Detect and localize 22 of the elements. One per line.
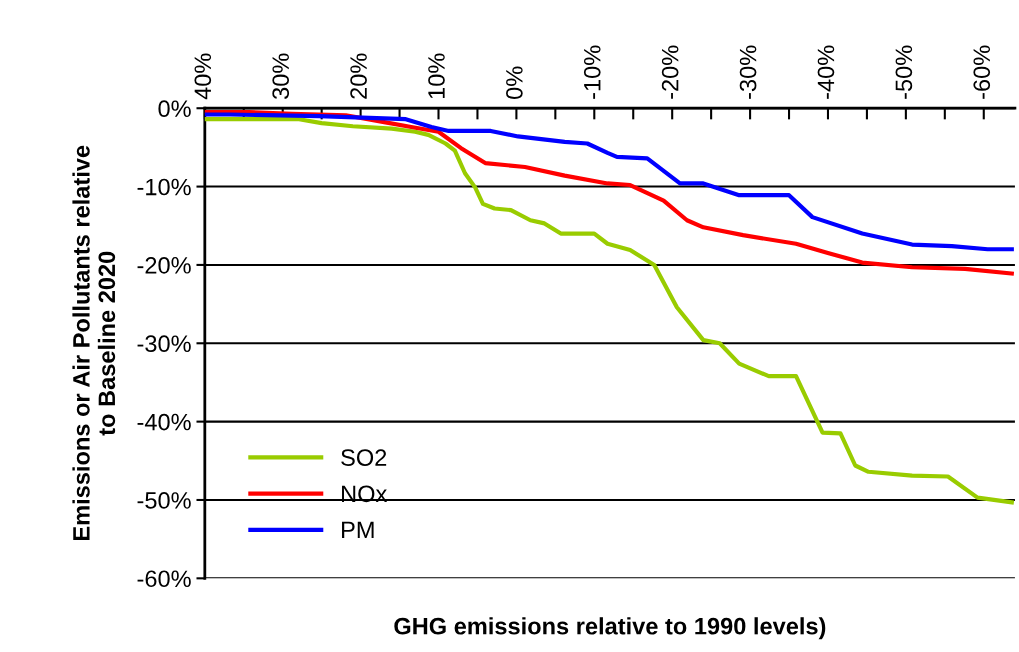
x-axis-title: GHG emissions relative to 1990 levels) (394, 617, 826, 640)
y-tick-label: -10% (137, 178, 191, 196)
x-tick-label: -60% (973, 45, 991, 99)
x-tick-label: -20% (661, 45, 679, 99)
legend-label: PM (342, 521, 374, 539)
y-axis-title: Emissions or Air Pollutants relative to Baseline 2020 (72, 145, 116, 541)
x-tick-label: 40% (194, 53, 212, 100)
x-tick-label: -40% (817, 45, 835, 99)
y-tick-label: -60% (137, 570, 191, 588)
x-tick-label: -30% (739, 45, 757, 99)
x-tick-label: -10% (583, 45, 601, 99)
x-tick-label: -50% (895, 45, 913, 99)
x-tick-label: 10% (428, 53, 445, 99)
x-tick-label: 30% (272, 53, 290, 99)
y-tick-label: -50% (137, 492, 191, 509)
x-tick-label: 20% (350, 53, 367, 99)
y-tick-label: -30% (137, 335, 191, 353)
y-tick-label: -20% (137, 257, 191, 274)
legend-label: SO2 (341, 449, 387, 466)
x-tick-label: 0% (506, 66, 523, 99)
y-tick-label: 0% (158, 100, 191, 118)
y-tick-label: -40% (137, 413, 191, 431)
